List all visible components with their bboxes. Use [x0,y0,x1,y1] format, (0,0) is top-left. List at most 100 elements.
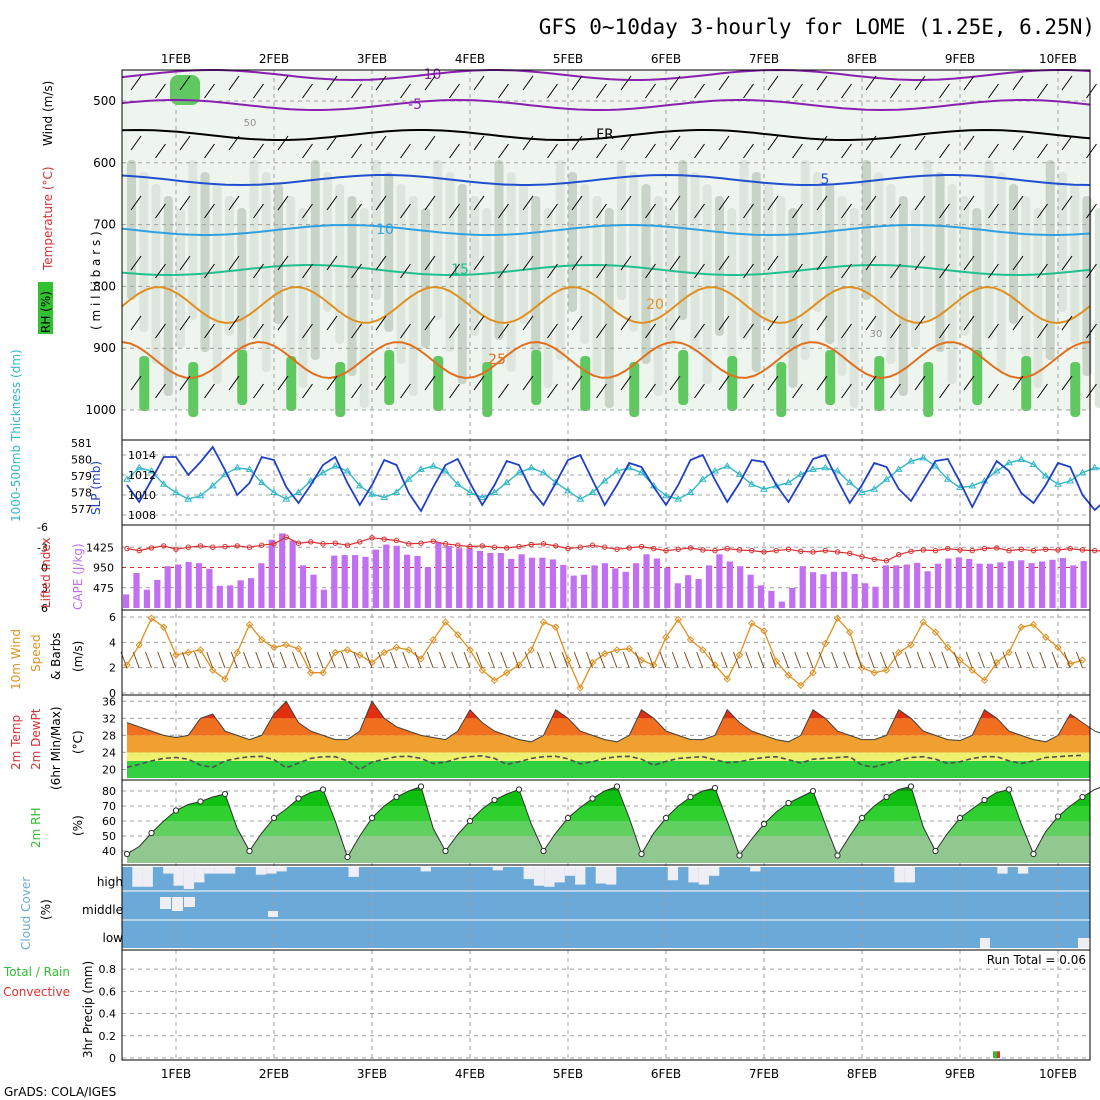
lifted-index-point [700,547,706,553]
date-label-top: 8FEB [847,52,877,66]
thickness-point [907,457,915,464]
rh-tick-label: 80 [102,785,116,798]
thickness-point [613,467,621,474]
wind-barb [816,315,828,331]
wind-barb [767,375,779,391]
middle-cloud-bar [172,897,183,911]
rh-shade [764,184,773,324]
thickness-point [319,468,327,476]
wind-speed-point [919,618,927,626]
surface-wind-barb [292,651,299,669]
cape-bar [175,564,182,608]
surface-wind-barb [598,651,606,669]
cape-bar [882,565,889,608]
rh-shade [751,172,761,372]
thickness-point [282,495,291,502]
thickness-point [478,493,487,500]
rh-shade [298,208,308,388]
thickness-point [208,481,217,489]
wind-barb [988,323,999,339]
rh-point [883,793,890,801]
date-label-bottom: 10FEB [1039,1067,1077,1081]
precip-convective-label: Convective [3,985,70,999]
wind-barb [890,263,901,279]
rh-shade [1058,172,1067,312]
lifted-index-point [332,540,338,546]
wind-barb [302,83,313,99]
cape-bar [518,554,525,608]
wind-barb [816,135,828,151]
lifted-index-point [945,545,951,552]
rh-shade [972,208,982,368]
wind-speed-point [478,666,486,674]
date-label-bottom: 8FEB [847,1067,877,1081]
wind-speed-point [1017,623,1025,631]
date-label-bottom: 5FEB [553,1067,583,1081]
thickness-point [772,481,781,489]
isotherm-line [121,128,1091,142]
wind-barb [865,255,877,271]
isotherm-line [121,340,1091,380]
lifted-index-point [1092,547,1098,554]
rh-point [515,786,523,793]
surface-wind-barb [267,651,275,669]
wind-barb [375,375,387,391]
wind-speed-point [1042,633,1050,641]
wind-barb [179,255,191,271]
upper-air-labels: RH (%) Temperature (°C) Wind (m/s) ( m i… [38,81,103,334]
thickness-point [490,488,499,495]
wind-barb [277,255,289,271]
wind-barb [669,75,681,91]
rh-point [319,786,327,793]
rh-shade [739,160,749,340]
wind-speed-point [160,623,168,631]
wind-barb [228,375,240,391]
lifted-index-point [798,548,804,554]
lifted-index-point [1006,547,1012,554]
pressure-axis-label: ( m i l l i b a r s ) [89,231,103,330]
rh-shade [482,208,492,368]
rh-shade [1082,196,1092,376]
cape-bar [737,566,744,608]
wind-barb [988,263,999,279]
cape-bar [643,554,650,608]
wind-barb [547,143,558,159]
wind10m-label-d: (m/s) [71,641,85,672]
cape-bar [310,574,317,608]
thickness-point [576,495,585,502]
thickness-point [686,488,695,495]
high-cloud-bar [544,867,555,887]
wind-barb [939,143,950,159]
wind-speed-point [882,666,891,674]
cape-bar [966,559,973,608]
wind-speed-point [356,651,364,659]
thickness-point [159,480,168,487]
cape-label: CAPE (J/kg) [71,543,85,610]
lifted-index-point [1079,547,1086,553]
date-label-top: 7FEB [749,52,779,66]
wind-speed-point [490,676,499,685]
surface-wind-barb [622,651,630,669]
cape-bar [341,555,348,608]
temp-band [127,701,1090,719]
wind-barb [767,135,779,151]
wind-barb [743,323,754,339]
surface-wind-barb [1014,651,1022,669]
high-cloud-bar [564,867,576,876]
wind-barb [914,255,926,271]
surface-wind-barb [451,651,459,669]
wind-barb [571,255,583,271]
thickness-point [882,475,891,482]
wind-speed-point [772,657,780,666]
thickness-point [1054,480,1062,487]
slp-tick-label: 1014 [128,449,156,462]
wind-label: Wind (m/s) [41,81,55,146]
rh-shade [310,160,320,360]
wind-barb [743,203,754,219]
wind-barb [522,195,534,211]
wind-barb [620,195,632,211]
wind-barb [473,135,485,151]
surface-wind-barb [953,651,961,669]
lifted-index-point [320,541,326,547]
thickness-point [662,491,670,499]
